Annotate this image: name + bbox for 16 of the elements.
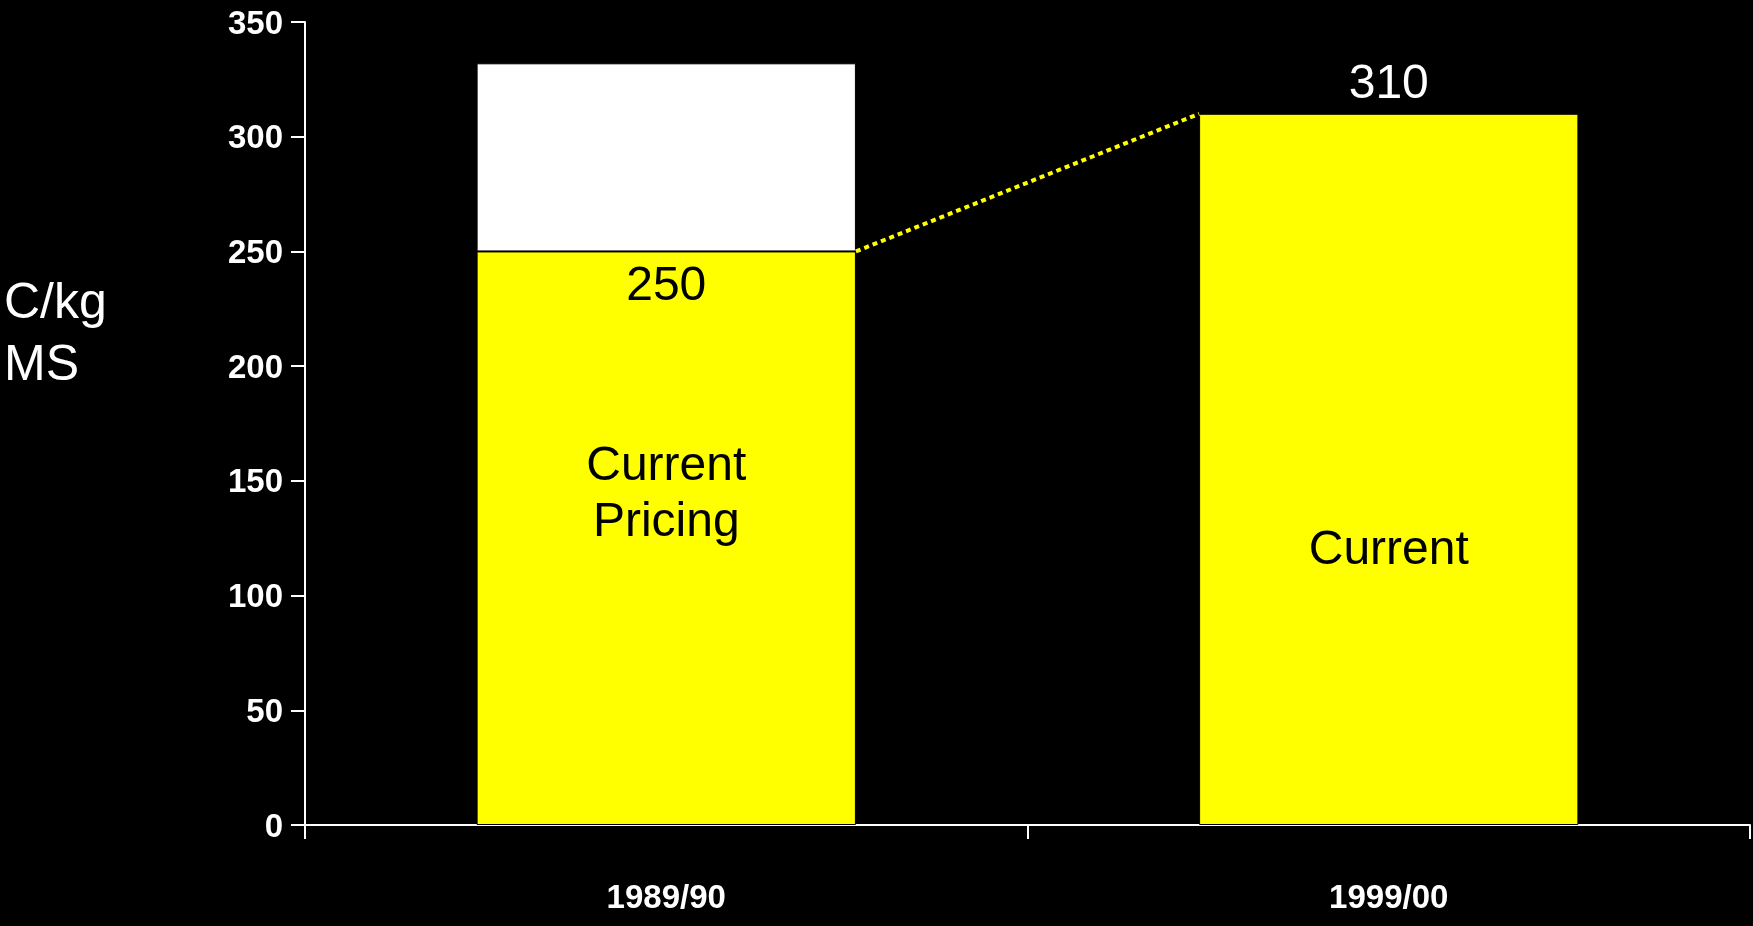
y-tick-label: 100 [227,577,283,615]
annotation: Current [1308,521,1469,575]
y-tick-label: 350 [227,3,283,41]
y-tick-label: 250 [227,232,283,270]
y-tick-label: 150 [227,462,283,500]
y-tick-label: 300 [227,118,283,156]
bar [1199,113,1579,825]
x-tick-label: 1999/00 [1329,878,1449,915]
annotation: Current Pricing [586,437,747,547]
data-label: 250 [626,256,707,310]
y-tick-label: 0 [264,806,283,844]
data-label: 310 [1348,55,1429,109]
y-axis-title: C/kg MS [4,273,107,391]
y-tick-label: 200 [227,347,283,385]
x-tick-label: 1989/90 [606,878,726,915]
y-tick-label: 50 [246,691,283,729]
